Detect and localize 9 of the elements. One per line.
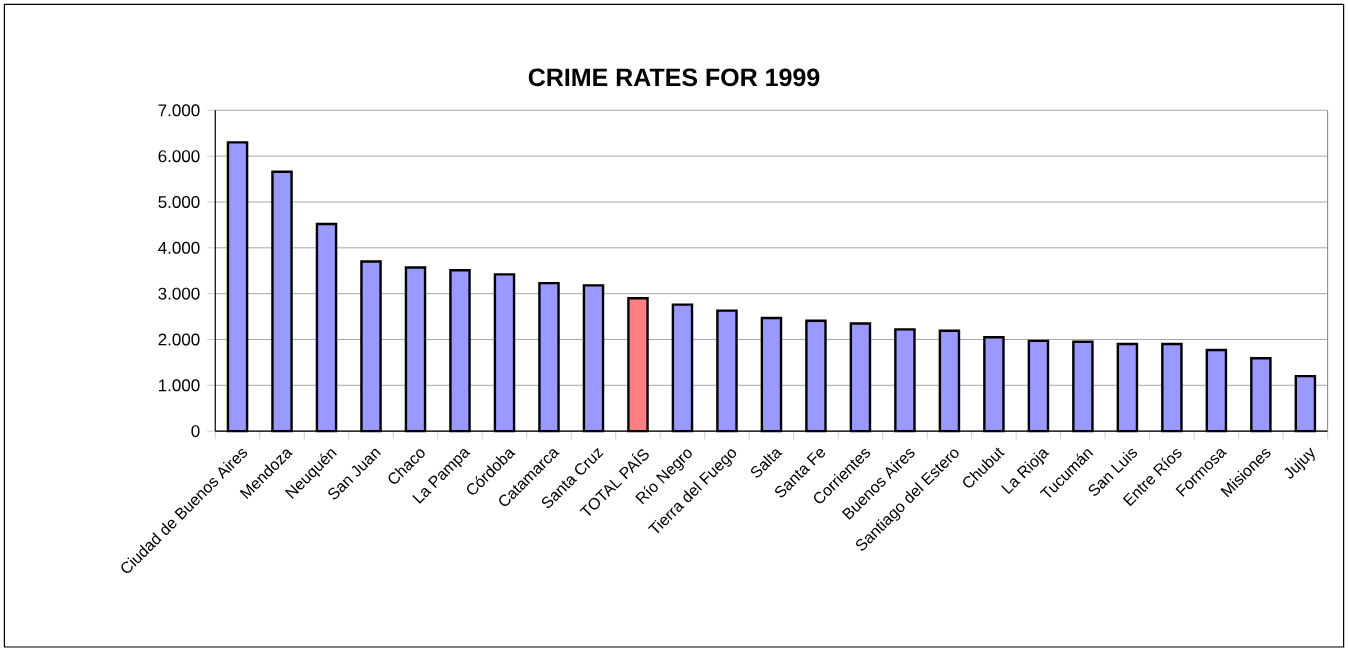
y-tick-label: 2.000 xyxy=(158,333,200,346)
y-tick-label: 5.000 xyxy=(158,195,200,208)
y-tick-label: 1.000 xyxy=(158,379,200,392)
y-tick-label: 0 xyxy=(191,424,200,437)
chart-title: CRIME RATES FOR 1999 xyxy=(528,68,820,86)
y-tick-label: 4.000 xyxy=(158,241,200,254)
y-tick-label: 7.000 xyxy=(158,104,200,117)
y-tick-label: 6.000 xyxy=(158,149,200,162)
y-tick-label: 3.000 xyxy=(158,287,200,300)
